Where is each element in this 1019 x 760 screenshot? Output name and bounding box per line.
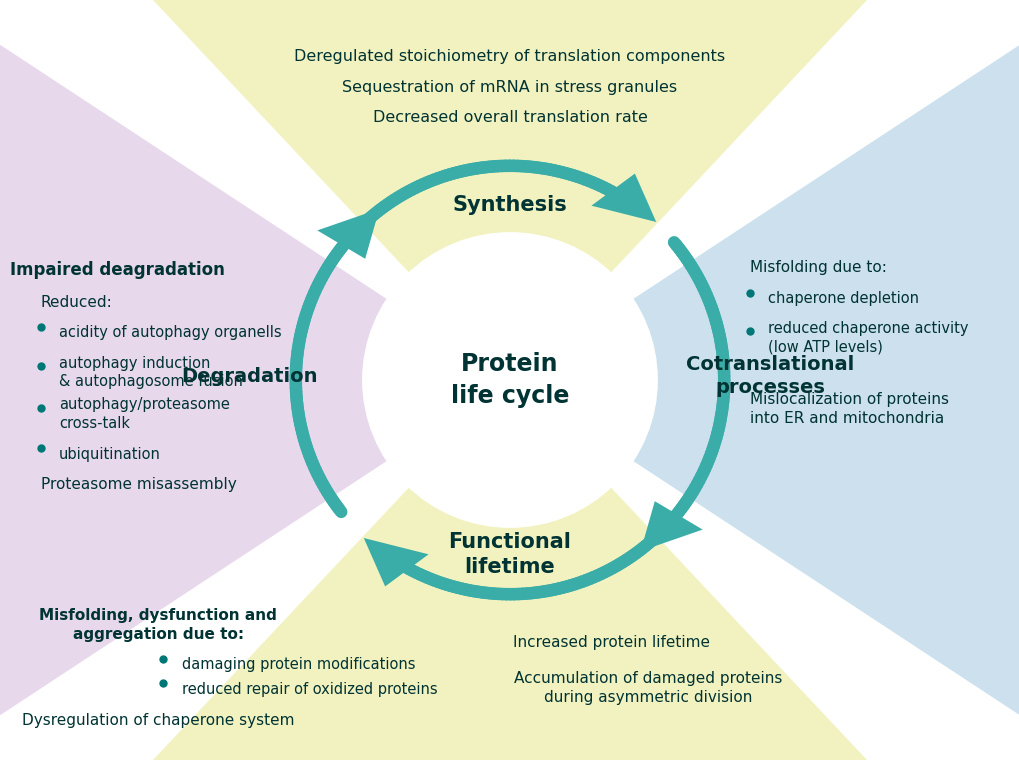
Text: ubiquitination: ubiquitination: [59, 447, 161, 462]
Text: Degradation: Degradation: [181, 367, 318, 386]
Polygon shape: [510, 10, 1019, 751]
Polygon shape: [46, 380, 973, 760]
Polygon shape: [46, 0, 973, 380]
Text: autophagy/proteasome
cross-talk: autophagy/proteasome cross-talk: [59, 397, 230, 431]
Polygon shape: [640, 501, 702, 551]
Text: autophagy induction
& autophagosome fusion: autophagy induction & autophagosome fusi…: [59, 356, 243, 389]
Text: reduced repair of oxidized proteins: reduced repair of oxidized proteins: [181, 682, 437, 697]
Text: Misfolding due to:: Misfolding due to:: [749, 260, 886, 275]
Polygon shape: [0, 10, 510, 751]
Text: Protein
life cycle: Protein life cycle: [450, 352, 569, 408]
Text: acidity of autophagy organells: acidity of autophagy organells: [59, 325, 281, 340]
Text: Synthesis: Synthesis: [452, 195, 567, 215]
Text: chaperone depletion: chaperone depletion: [767, 291, 918, 306]
Ellipse shape: [362, 232, 657, 528]
Text: Increased protein lifetime: Increased protein lifetime: [513, 635, 710, 650]
Text: reduced chaperone activity
(low ATP levels): reduced chaperone activity (low ATP leve…: [767, 321, 968, 354]
Text: Accumulation of damaged proteins
during asymmetric division: Accumulation of damaged proteins during …: [513, 671, 782, 705]
Polygon shape: [364, 538, 428, 587]
Text: Mislocalization of proteins
into ER and mitochondria: Mislocalization of proteins into ER and …: [749, 392, 948, 426]
Text: Sequestration of mRNA in stress granules: Sequestration of mRNA in stress granules: [342, 80, 677, 95]
Polygon shape: [591, 173, 655, 222]
Text: Dysregulation of chaperone system: Dysregulation of chaperone system: [21, 713, 294, 728]
Text: Reduced:: Reduced:: [41, 295, 112, 310]
Text: Decreased overall translation rate: Decreased overall translation rate: [372, 110, 647, 125]
Polygon shape: [317, 209, 379, 259]
Text: Deregulated stoichiometry of translation components: Deregulated stoichiometry of translation…: [294, 49, 725, 65]
Text: damaging protein modifications: damaging protein modifications: [181, 657, 415, 673]
Text: Proteasome misassembly: Proteasome misassembly: [41, 477, 236, 492]
Text: Cotranslational
processes: Cotranslational processes: [686, 355, 853, 397]
Text: Impaired deagradation: Impaired deagradation: [10, 261, 225, 279]
Text: Misfolding, dysfunction and
aggregation due to:: Misfolding, dysfunction and aggregation …: [39, 608, 277, 641]
Text: Functional
lifetime: Functional lifetime: [448, 533, 571, 577]
